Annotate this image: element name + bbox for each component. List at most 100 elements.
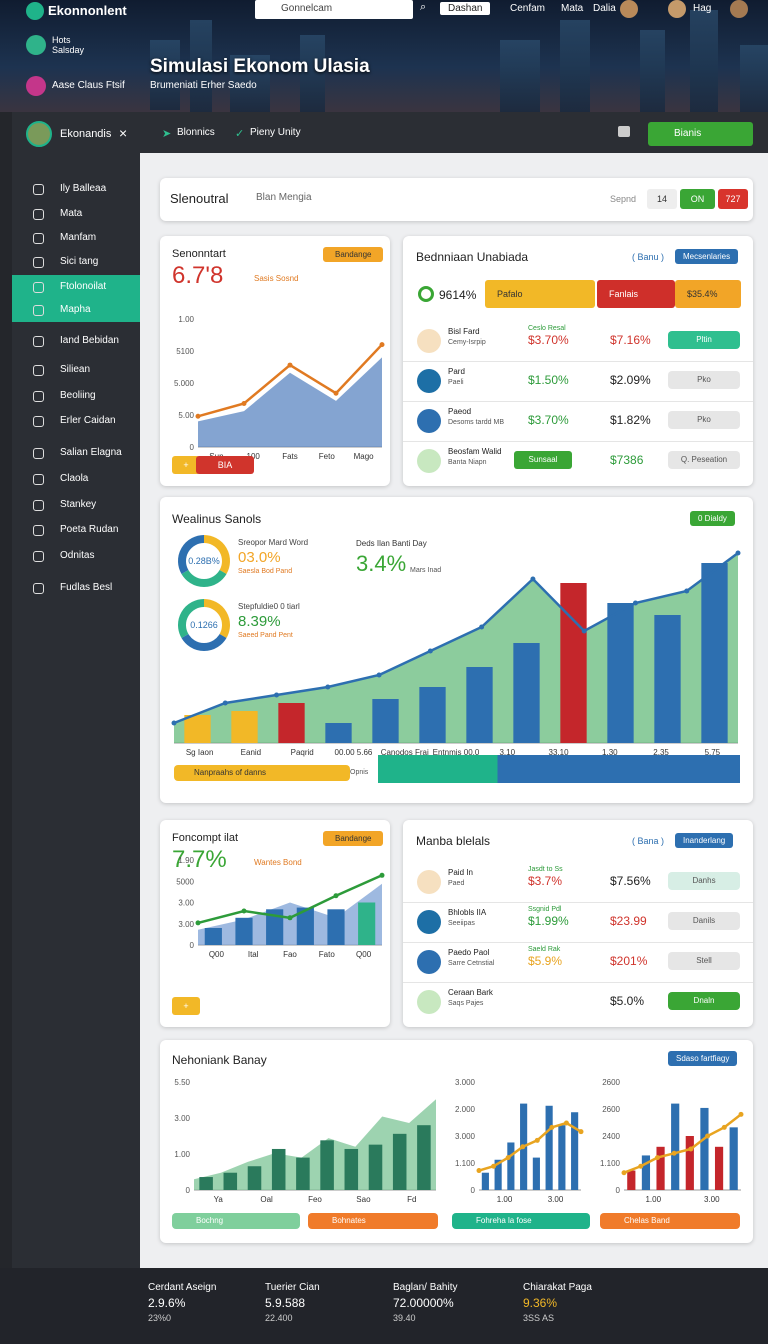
x-tick-label: Mago	[354, 452, 375, 461]
menu-item[interactable]: Sici tang	[60, 256, 99, 267]
nav-link[interactable]: Dashan	[440, 2, 491, 15]
badge[interactable]: Bandange	[323, 831, 384, 846]
row-action[interactable]: Danils	[668, 912, 740, 930]
row-action[interactable]: Danhs	[668, 872, 740, 890]
x-tick-label: Q00	[356, 950, 372, 959]
action-button[interactable]: Bohnates	[308, 1213, 438, 1229]
menu-item[interactable]: Fudlas Besl	[60, 582, 113, 593]
menu-item[interactable]: Claola	[60, 473, 89, 484]
x-tick-label: 2.35	[653, 748, 669, 757]
point	[171, 720, 177, 726]
menu-item[interactable]: Beoliing	[60, 390, 96, 401]
area	[174, 553, 738, 743]
filter-button[interactable]: 727	[718, 189, 748, 209]
sidebar-edge	[0, 112, 12, 1268]
bar	[199, 1177, 213, 1190]
bar	[700, 1107, 709, 1190]
menu-icon	[33, 365, 44, 376]
badge[interactable]: Sdaso fartfiagy	[668, 1051, 738, 1066]
x-tick-label: Q00	[209, 950, 225, 959]
building	[150, 40, 180, 110]
menu-item[interactable]: Manfam	[60, 232, 97, 243]
line	[478, 1121, 582, 1172]
row-action[interactable]: Pko	[668, 411, 740, 429]
filter-button[interactable]: 14	[647, 189, 677, 209]
badge[interactable]: Bandange	[323, 247, 384, 262]
bar	[641, 1155, 651, 1190]
menu-item[interactable]: Ftolonoilat	[60, 281, 107, 292]
menu-item[interactable]: Mata	[60, 208, 83, 219]
row-tag: Sunsaal	[514, 451, 572, 469]
menu-icon	[33, 448, 44, 459]
menu-item[interactable]: Odnitas	[60, 550, 95, 561]
menu-item[interactable]: Poeta Rudan	[60, 524, 119, 535]
side-icon	[26, 76, 46, 96]
card-button[interactable]: Inanderlang	[675, 833, 734, 848]
user-name: Hag	[693, 3, 712, 14]
row-value: $23.99	[610, 914, 647, 928]
close-button[interactable]: ×	[119, 125, 128, 141]
menu-item[interactable]: Erler Caidan	[60, 415, 116, 426]
row-value: $7386	[610, 453, 644, 467]
menu-item[interactable]: Ily Balleaa	[60, 183, 107, 194]
menu-item[interactable]: Siliean	[60, 364, 91, 375]
menu-item[interactable]: Salian Elagna	[60, 447, 122, 458]
menu-item[interactable]: Stankey	[60, 499, 97, 510]
bar	[481, 1172, 489, 1190]
row-sub: Saqs Pajes	[448, 1000, 484, 1007]
topbar-link[interactable]: Blonnics	[177, 127, 215, 138]
topbar-button[interactable]: Bianis	[648, 122, 753, 146]
bar	[627, 1170, 636, 1190]
nav-link[interactable]: Cenfam	[510, 3, 546, 14]
footer-band	[378, 755, 740, 783]
topbar-link[interactable]: Pieny Unity	[250, 127, 301, 138]
row-sub: Banta Niapn	[448, 459, 487, 466]
row-action[interactable]: Dnaln	[668, 992, 740, 1010]
filter-search[interactable]: Blan Mengia	[256, 192, 312, 203]
bar	[532, 1157, 540, 1190]
bar	[344, 1148, 359, 1190]
row-name: Paid In	[448, 868, 473, 877]
action-button[interactable]: +	[172, 456, 200, 474]
point	[638, 1163, 644, 1169]
action-button[interactable]: Chelas Band	[600, 1213, 740, 1229]
action-button[interactable]: Bochng	[172, 1213, 300, 1229]
badge[interactable]: 0 Dialdy	[690, 511, 735, 526]
menu-item[interactable]: Mapha	[60, 304, 91, 315]
bar	[729, 1127, 738, 1190]
point	[549, 1124, 555, 1130]
action-button[interactable]: +	[172, 997, 200, 1015]
menu-item[interactable]: Iand Bebidan	[60, 335, 119, 346]
row-action[interactable]: Q. Peseation	[668, 451, 740, 469]
y-tick-label: 2600	[602, 1078, 620, 1087]
row-value: $201%	[610, 954, 648, 968]
footer-note: Opnis	[350, 769, 369, 776]
card-link[interactable]: ( Banu )	[632, 252, 665, 262]
footer-pill[interactable]: Nanpraahs of danns	[174, 765, 350, 781]
stat-label: Baglan/ Bahity	[393, 1282, 458, 1293]
card-button[interactable]: Mecsenlaries	[675, 249, 739, 264]
row-sub: Sarre Cetnstial	[448, 960, 495, 967]
donut-segment	[181, 569, 227, 587]
menu-icon	[33, 474, 44, 485]
action-button[interactable]: Fohreha la fose	[452, 1213, 590, 1229]
row-action[interactable]: Pltin	[668, 331, 740, 349]
row-divider	[403, 982, 753, 983]
bar	[701, 563, 728, 743]
row-action[interactable]: Pko	[668, 371, 740, 389]
search-box[interactable]: Gonnelcam	[255, 0, 413, 19]
row-icon	[417, 329, 441, 353]
nav-link[interactable]: Dalia	[593, 3, 616, 14]
row-value: $1.50%	[528, 373, 569, 387]
line	[623, 1113, 742, 1174]
x-tick-label: 1.00	[645, 1195, 661, 1204]
building	[300, 35, 325, 112]
nav-link[interactable]: Mata	[561, 3, 584, 14]
card-link[interactable]: ( Bana )	[632, 836, 665, 846]
y-tick-label: 2400	[602, 1132, 620, 1141]
row-action[interactable]: Stell	[668, 952, 740, 970]
filter-button[interactable]: ON	[680, 189, 715, 209]
point	[379, 342, 385, 348]
point	[721, 1124, 727, 1130]
action-button[interactable]: BIA	[196, 456, 254, 474]
